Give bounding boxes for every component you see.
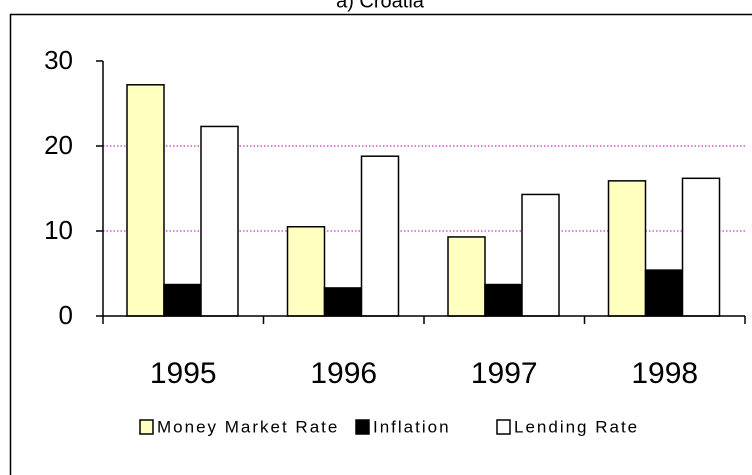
legend-swatch	[496, 419, 511, 435]
legend-label: Money Market Rate	[157, 417, 339, 436]
x-tick-label: 1996	[310, 357, 377, 390]
legend-label: Inflation	[373, 417, 451, 436]
y-tick-label: 20	[44, 130, 73, 160]
bar	[521, 193, 560, 317]
bar	[163, 283, 202, 317]
x-tick-label: 1995	[150, 357, 217, 390]
bar	[484, 283, 523, 317]
y-tick-label: 0	[59, 300, 73, 330]
bar	[360, 155, 400, 317]
bar	[286, 226, 326, 317]
chart-title: a) Croatia	[336, 0, 425, 12]
bar	[607, 180, 647, 317]
y-tick-label: 30	[44, 45, 73, 75]
x-tick-label: 1998	[631, 357, 698, 390]
bar	[200, 125, 239, 317]
legend-swatch	[355, 419, 370, 435]
legend-label: Lending Rate	[514, 417, 639, 436]
y-tick-label: 10	[44, 215, 73, 245]
bar	[644, 269, 684, 317]
bar	[126, 84, 165, 317]
bar	[447, 236, 486, 317]
bar	[681, 177, 721, 317]
bar	[323, 287, 363, 317]
legend-swatch	[139, 419, 154, 435]
x-tick-label: 1997	[471, 357, 538, 390]
